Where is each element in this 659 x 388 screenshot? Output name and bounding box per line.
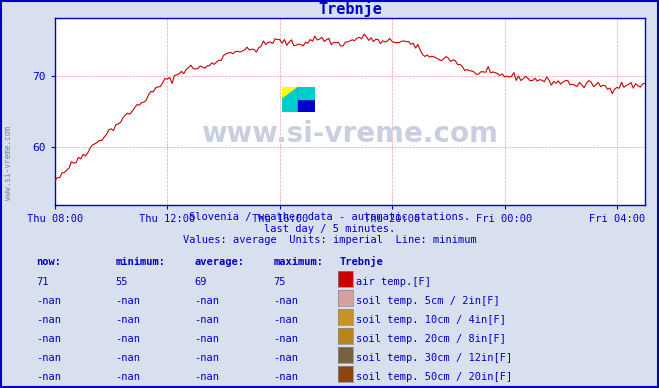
Polygon shape xyxy=(299,87,314,111)
Text: www.si-vreme.com: www.si-vreme.com xyxy=(4,126,13,200)
Text: soil temp. 10cm / 4in[F]: soil temp. 10cm / 4in[F] xyxy=(356,315,506,325)
Text: -nan: -nan xyxy=(273,315,299,325)
Polygon shape xyxy=(282,87,299,99)
Text: Values: average  Units: imperial  Line: minimum: Values: average Units: imperial Line: mi… xyxy=(183,235,476,245)
Text: -nan: -nan xyxy=(194,353,219,363)
Text: Slovenia / weather data - automatic stations.: Slovenia / weather data - automatic stat… xyxy=(189,212,470,222)
Text: -nan: -nan xyxy=(115,315,140,325)
Text: soil temp. 30cm / 12in[F]: soil temp. 30cm / 12in[F] xyxy=(356,353,512,363)
Text: 71: 71 xyxy=(36,277,49,287)
Text: -nan: -nan xyxy=(194,334,219,344)
Polygon shape xyxy=(299,87,314,99)
Text: now:: now: xyxy=(36,257,61,267)
Text: -nan: -nan xyxy=(36,296,61,306)
Text: www.si-vreme.com: www.si-vreme.com xyxy=(202,120,498,148)
Text: -nan: -nan xyxy=(273,372,299,382)
Text: minimum:: minimum: xyxy=(115,257,165,267)
Text: -nan: -nan xyxy=(115,334,140,344)
Text: -nan: -nan xyxy=(273,353,299,363)
Text: -nan: -nan xyxy=(273,296,299,306)
Text: air temp.[F]: air temp.[F] xyxy=(356,277,431,287)
Polygon shape xyxy=(282,87,299,99)
Text: soil temp. 50cm / 20in[F]: soil temp. 50cm / 20in[F] xyxy=(356,372,512,382)
Title: Trebnje: Trebnje xyxy=(318,0,382,17)
Text: maximum:: maximum: xyxy=(273,257,324,267)
Text: -nan: -nan xyxy=(194,372,219,382)
Text: -nan: -nan xyxy=(194,296,219,306)
Text: -nan: -nan xyxy=(36,353,61,363)
Text: -nan: -nan xyxy=(36,315,61,325)
Text: -nan: -nan xyxy=(36,372,61,382)
Text: -nan: -nan xyxy=(115,353,140,363)
Text: 69: 69 xyxy=(194,277,207,287)
Text: -nan: -nan xyxy=(36,334,61,344)
Text: -nan: -nan xyxy=(115,372,140,382)
Text: -nan: -nan xyxy=(115,296,140,306)
Text: last day / 5 minutes.: last day / 5 minutes. xyxy=(264,224,395,234)
Text: soil temp. 20cm / 8in[F]: soil temp. 20cm / 8in[F] xyxy=(356,334,506,344)
Text: soil temp. 5cm / 2in[F]: soil temp. 5cm / 2in[F] xyxy=(356,296,500,306)
Text: Trebnje: Trebnje xyxy=(339,256,383,267)
Polygon shape xyxy=(282,99,299,111)
Text: average:: average: xyxy=(194,257,244,267)
Text: 75: 75 xyxy=(273,277,286,287)
Text: -nan: -nan xyxy=(273,334,299,344)
Text: 55: 55 xyxy=(115,277,128,287)
Text: -nan: -nan xyxy=(194,315,219,325)
